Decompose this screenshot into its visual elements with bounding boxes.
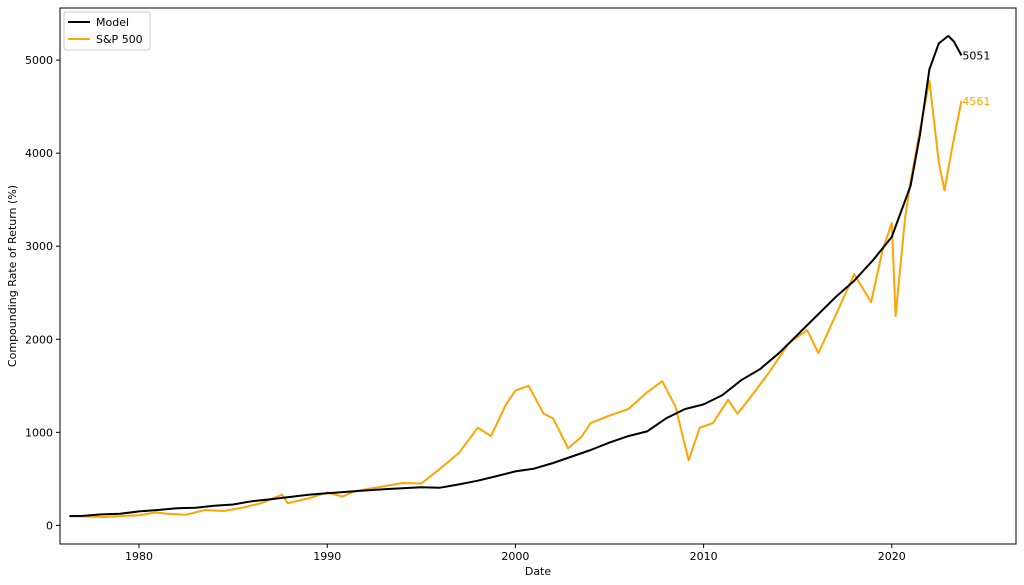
y-axis-title: Compounding Rate of Return (%)	[6, 185, 19, 367]
series-line-model	[69, 34, 963, 518]
y-tick-label: 2000	[25, 333, 53, 346]
end-value-label-sp500: 4561	[962, 95, 990, 108]
plot-frame	[59, 7, 1017, 545]
legend: Model S&P 500	[63, 11, 151, 51]
x-axis: 1980 1990 2000 2010 2020	[125, 544, 906, 563]
legend-label-model: Model	[96, 16, 129, 29]
x-tick-label: 2010	[690, 550, 718, 563]
x-tick-label: 1990	[313, 550, 341, 563]
x-tick-label: 2000	[501, 550, 529, 563]
legend-label-sp500: S&P 500	[96, 33, 143, 46]
end-value-label-model: 5051	[962, 49, 990, 62]
y-tick-label: 1000	[25, 426, 53, 439]
y-tick-label: 4000	[25, 147, 53, 160]
x-axis-title: Date	[525, 565, 552, 578]
series-line-sp500	[69, 79, 963, 518]
y-tick-label: 5000	[25, 54, 53, 67]
series-layer: 4561 5051	[69, 34, 990, 518]
y-tick-label: 3000	[25, 240, 53, 253]
y-tick-label: 0	[46, 519, 53, 532]
x-tick-label: 1980	[125, 550, 153, 563]
x-tick-label: 2020	[878, 550, 906, 563]
y-axis: 0 1000 2000 3000 4000 5000	[25, 54, 60, 532]
